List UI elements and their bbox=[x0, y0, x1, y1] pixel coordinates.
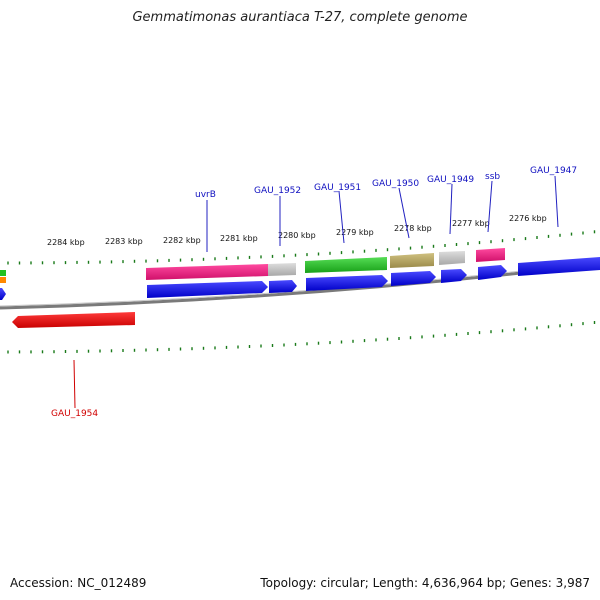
feature-left-edge-green bbox=[0, 270, 6, 276]
upper-tick-ruler bbox=[7, 230, 596, 265]
tick-label-2282: 2282 kbp bbox=[163, 236, 201, 245]
genome-backbone-highlight bbox=[0, 261, 600, 307]
gene-arrow-gau1951[interactable] bbox=[306, 275, 388, 291]
gene-label-gau1949[interactable]: GAU_1949 bbox=[427, 175, 474, 185]
tick-label-2278: 2278 kbp bbox=[394, 224, 432, 233]
gene-label-uvrB[interactable]: uvrB bbox=[195, 190, 216, 200]
gene-arrow-gau1947[interactable] bbox=[518, 257, 600, 276]
gene-arrow-gau1952[interactable] bbox=[269, 280, 297, 293]
tick-label-2276: 2276 kbp bbox=[509, 214, 547, 223]
map-title: Gemmatimonas aurantiaca T-27, complete g… bbox=[132, 10, 468, 25]
gene-label-gau1950[interactable]: GAU_1950 bbox=[372, 179, 419, 189]
gene-arrow-uvrB[interactable] bbox=[147, 281, 268, 298]
gene-arrow-gau1950[interactable] bbox=[391, 271, 436, 286]
gene-label-gau1954[interactable]: GAU_1954 bbox=[51, 409, 98, 419]
tick-label-2277: 2277 kbp bbox=[452, 219, 490, 228]
feature-gau1951-category[interactable] bbox=[305, 257, 387, 273]
gene-arrow-ssb[interactable] bbox=[478, 265, 507, 280]
genome-backbone bbox=[0, 262, 600, 310]
feature-gau1952-category[interactable] bbox=[268, 263, 296, 276]
feature-gau1949-category[interactable] bbox=[439, 251, 465, 265]
label-leader-gau1954 bbox=[73, 359, 76, 409]
feature-track-categories bbox=[0, 248, 505, 283]
lower-tick-ruler bbox=[7, 321, 596, 354]
accession-text: Accession: NC_012489 bbox=[10, 576, 147, 590]
tick-label-2284: 2284 kbp bbox=[47, 238, 85, 247]
gene-arrow-gau1954[interactable] bbox=[12, 312, 135, 328]
tick-label-2279: 2279 kbp bbox=[336, 228, 374, 237]
feature-left-edge-orange bbox=[0, 277, 6, 283]
gene-label-ssb[interactable]: ssb bbox=[485, 172, 500, 182]
label-leaders-top bbox=[206, 175, 559, 252]
tick-label-2280: 2280 kbp bbox=[278, 231, 316, 240]
feature-ssb-category[interactable] bbox=[476, 248, 505, 262]
forward-strand-genes bbox=[0, 257, 600, 300]
feature-gau1950-category[interactable] bbox=[390, 253, 434, 268]
gene-label-gau1952[interactable]: GAU_1952 bbox=[254, 186, 301, 196]
tick-label-2283: 2283 kbp bbox=[105, 237, 143, 246]
feature-uvrB-category[interactable] bbox=[146, 264, 268, 280]
genome-stats-text: Topology: circular; Length: 4,636,964 bp… bbox=[260, 576, 590, 590]
tick-label-2281: 2281 kbp bbox=[220, 234, 258, 243]
gene-arrow-left-edge[interactable] bbox=[0, 288, 6, 300]
gene-label-gau1951[interactable]: GAU_1951 bbox=[314, 183, 361, 193]
gene-label-gau1947[interactable]: GAU_1947 bbox=[530, 166, 577, 176]
gene-arrow-gau1949[interactable] bbox=[441, 269, 467, 283]
